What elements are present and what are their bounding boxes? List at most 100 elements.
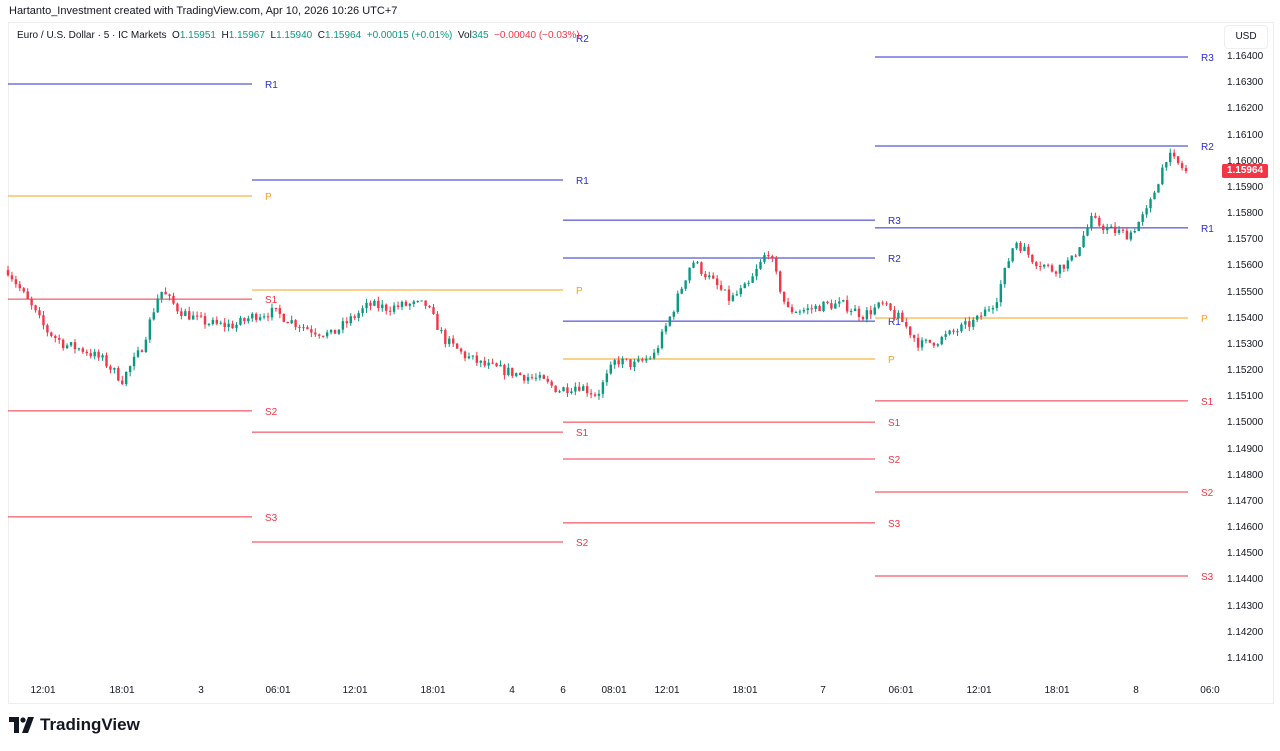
open-value: 1.15951 (179, 30, 216, 41)
candle-body (1180, 163, 1184, 169)
candle-body (345, 321, 349, 324)
candle-body (928, 339, 932, 343)
candle-body (873, 307, 876, 315)
candle-body (1015, 243, 1018, 249)
candle-body (101, 355, 104, 358)
close-value: 1.15964 (325, 30, 362, 41)
candle-body (775, 258, 778, 272)
price-tick-label: 1.14400 (1227, 574, 1264, 586)
candle-body (176, 303, 179, 312)
candle-body (61, 339, 65, 349)
candle-body (400, 301, 404, 307)
close-label: C (317, 30, 326, 41)
pivot-label-s3: S3 (888, 519, 901, 530)
price-tick-label: 1.14500 (1227, 548, 1264, 560)
candle-body (58, 338, 61, 340)
candle-body (184, 311, 187, 317)
candle-body (629, 359, 632, 368)
candle-body (857, 308, 861, 317)
candle-body (93, 351, 96, 357)
pivot-label-r3: R3 (888, 216, 901, 227)
candle-body (329, 329, 333, 333)
candle-body (180, 311, 183, 317)
candle-body (684, 280, 687, 289)
candle-body (861, 316, 865, 320)
time-tick-label: 18:01 (109, 685, 135, 696)
candle-body (455, 343, 459, 349)
pivot-label-s2: S2 (1201, 488, 1214, 499)
pivot-label-r1: R1 (1201, 224, 1214, 235)
chart-frame (8, 22, 1274, 704)
candle-body (625, 358, 628, 360)
candle-body (834, 303, 837, 309)
candle-body (1078, 247, 1081, 256)
candle-body (719, 285, 723, 290)
candle-body (865, 310, 869, 320)
candle-body (54, 335, 57, 339)
candle-body (136, 350, 140, 357)
candle-body (479, 360, 482, 363)
candle-body (247, 318, 250, 322)
candle-body (585, 386, 589, 394)
candle-body (219, 322, 222, 324)
candle-body (1149, 199, 1152, 209)
candle-body (952, 330, 955, 332)
candle-body (321, 335, 325, 337)
symbol-legend: Euro / U.S. Dollar · 5 · IC Markets O1.1… (17, 30, 580, 41)
candle-body (826, 301, 829, 304)
candle-body (97, 351, 100, 358)
candle-body (696, 262, 699, 264)
candle-body (814, 305, 817, 309)
candle-body (1086, 227, 1089, 236)
candle-body (609, 364, 612, 374)
candle-body (802, 310, 806, 312)
currency-button[interactable]: USD (1224, 25, 1268, 49)
candle-body (467, 356, 471, 359)
brand-name: TradingView (40, 715, 140, 734)
candle-body (972, 319, 975, 327)
candle-body (1153, 192, 1156, 200)
candle-body (306, 327, 309, 330)
time-tick-label: 7 (820, 685, 826, 696)
candle-body (10, 275, 14, 280)
candle-body (838, 301, 841, 304)
candle-body (412, 301, 415, 304)
candle-body (18, 284, 22, 289)
candle-body (128, 366, 132, 372)
candle-body (314, 332, 317, 335)
candle-body (613, 360, 616, 365)
candle-body (936, 344, 939, 346)
candle-body (1141, 214, 1144, 222)
candle-body (538, 375, 542, 378)
time-tick-label: 3 (198, 685, 204, 696)
candle-body (1129, 232, 1133, 240)
candle-body (956, 331, 959, 333)
price-tick-label: 1.15800 (1227, 208, 1264, 220)
price-tick-label: 1.14200 (1227, 626, 1264, 638)
candle-body (830, 303, 833, 309)
time-tick-label: 18:01 (732, 685, 758, 696)
candle-body (806, 308, 809, 311)
candle-body (889, 303, 892, 310)
candle-body (42, 315, 45, 326)
candle-body (842, 300, 845, 302)
candle-body (582, 386, 585, 391)
candle-body (692, 262, 695, 268)
symbol-name[interactable]: Euro / U.S. Dollar · 5 · IC Markets (17, 30, 167, 41)
candle-body (779, 271, 782, 292)
candle-body (621, 358, 624, 365)
candle-body (617, 360, 620, 365)
candle-body (1082, 235, 1085, 248)
time-tick-label: 18:01 (1044, 685, 1070, 696)
candle-body (499, 364, 502, 367)
candle-body (491, 362, 494, 364)
tradingview-logo[interactable]: TradingView (9, 715, 140, 735)
candle-body (1090, 215, 1093, 228)
candle-body (65, 345, 69, 349)
time-tick-label: 18:01 (420, 685, 446, 696)
candle-body (428, 305, 431, 308)
candle-body (117, 368, 120, 381)
candle-body (495, 363, 498, 367)
candle-body (148, 319, 152, 340)
